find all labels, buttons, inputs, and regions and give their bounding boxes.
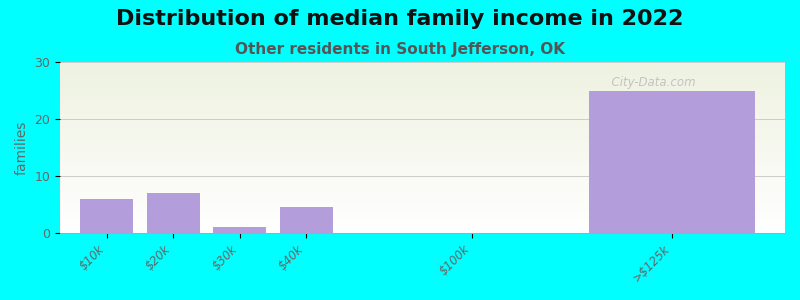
Bar: [80, 199, 134, 233]
Text: City-Data.com: City-Data.com: [604, 76, 695, 89]
Bar: [280, 207, 333, 233]
Text: Distribution of median family income in 2022: Distribution of median family income in …: [116, 9, 684, 29]
Bar: [213, 227, 266, 233]
Text: Other residents in South Jefferson, OK: Other residents in South Jefferson, OK: [235, 42, 565, 57]
Y-axis label: families: families: [15, 120, 29, 175]
Bar: [589, 91, 755, 233]
Bar: [146, 193, 200, 233]
